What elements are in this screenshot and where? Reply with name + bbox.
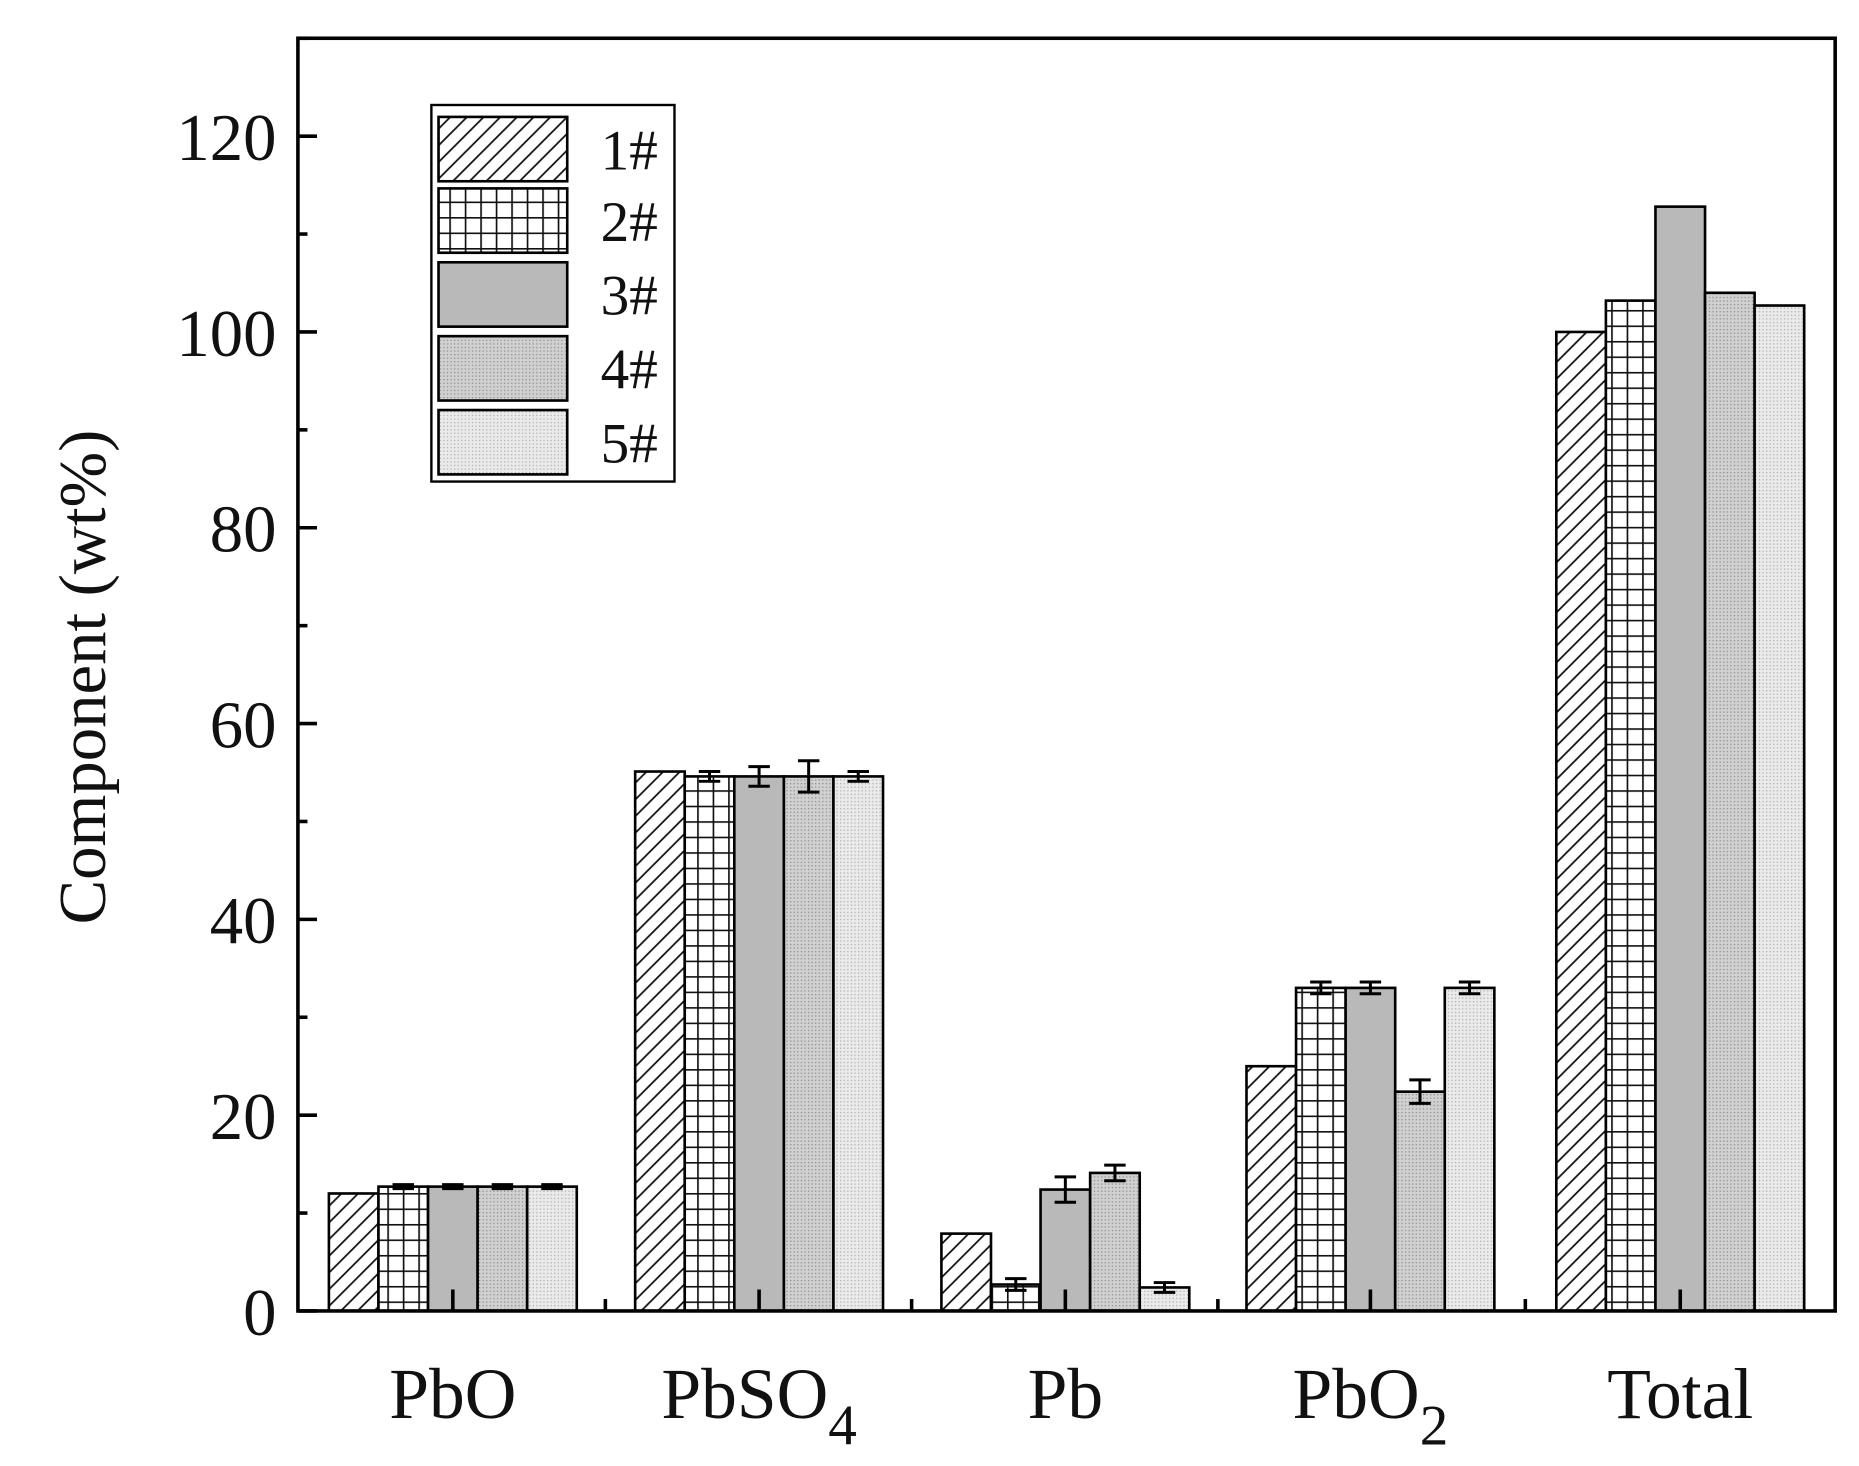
error-bar xyxy=(797,759,820,794)
bar-5-pbo xyxy=(525,1185,579,1313)
bar-3-pbo2 xyxy=(1344,986,1397,1313)
bar-3-total xyxy=(1654,205,1707,1313)
error-bar xyxy=(1458,980,1481,996)
error-bar xyxy=(1310,980,1332,996)
error-bar xyxy=(541,1183,563,1191)
bar-1-pb xyxy=(940,1232,993,1313)
legend-swatch-3 xyxy=(437,260,569,328)
bars-layer xyxy=(327,205,1806,1313)
error-bar xyxy=(392,1183,414,1191)
bar-5-pbo2 xyxy=(1443,986,1496,1313)
x-tick-label: PbO xyxy=(389,1355,516,1434)
x-tick-label: Total xyxy=(1607,1355,1753,1434)
error-bar xyxy=(1005,1277,1027,1292)
x-tick-label: PbO2 xyxy=(1293,1355,1449,1457)
error-bar xyxy=(1359,980,1382,996)
bar-4-pbo2 xyxy=(1393,1090,1447,1313)
error-bar xyxy=(698,770,721,783)
bar-1-pbo2 xyxy=(1245,1064,1298,1313)
legend-swatch-2 xyxy=(437,187,569,255)
y-tick-label: 100 xyxy=(176,298,276,371)
legend-swatch-1 xyxy=(437,115,569,183)
error-bar xyxy=(1409,1078,1431,1105)
y-axis-label: Component (wt%) xyxy=(47,430,120,925)
error-bars-layer xyxy=(392,759,1481,1294)
bar-1-pbo xyxy=(327,1192,380,1313)
bar-4-pb xyxy=(1088,1171,1142,1313)
bar-4-pbo xyxy=(476,1185,529,1313)
error-bar xyxy=(1104,1163,1126,1183)
x-axis: PbO PbSO4 Pb PbO2 Total xyxy=(389,1289,1753,1457)
legend-swatch-4 xyxy=(437,334,569,402)
error-bar xyxy=(491,1183,514,1191)
error-bar xyxy=(442,1183,464,1191)
y-tick-label: 120 xyxy=(176,102,276,175)
x-tick-label: Pb xyxy=(1028,1355,1104,1434)
bar-2-pbso4 xyxy=(683,775,736,1313)
bar-2-total xyxy=(1604,299,1657,1313)
bar-1-pbso4 xyxy=(633,770,687,1313)
bar-4-total xyxy=(1703,291,1756,1313)
y-tick-label: 0 xyxy=(243,1277,276,1350)
bar-3-pbso4 xyxy=(732,775,786,1313)
y-tick-label: 80 xyxy=(210,494,277,567)
legend-label: 3# xyxy=(601,265,658,328)
bar-2-pbo2 xyxy=(1294,986,1347,1313)
legend-swatch-5 xyxy=(437,408,569,476)
bar-5-total xyxy=(1753,304,1806,1313)
error-bar xyxy=(1054,1175,1077,1204)
legend-label: 5# xyxy=(601,412,658,475)
error-bar xyxy=(847,770,869,783)
error-bar xyxy=(1153,1281,1176,1294)
bar-1-total xyxy=(1555,330,1608,1313)
error-bar xyxy=(748,765,770,788)
y-tick-label: 60 xyxy=(210,689,277,762)
legend: 1# 2# 3# 4# 5# xyxy=(430,103,676,483)
legend-label: 2# xyxy=(601,191,658,254)
y-tick-label: 40 xyxy=(210,885,277,958)
bar-4-pbso4 xyxy=(782,775,835,1313)
bar-5-pbso4 xyxy=(832,775,885,1313)
legend-label: 4# xyxy=(601,339,658,402)
bar-2-pbo xyxy=(377,1185,430,1313)
legend-label: 1# xyxy=(601,119,658,182)
y-axis: 0 20 40 60 80 100 120 xyxy=(176,36,317,1350)
y-tick-label: 20 xyxy=(210,1081,277,1154)
x-tick-label: PbSO4 xyxy=(661,1355,857,1457)
